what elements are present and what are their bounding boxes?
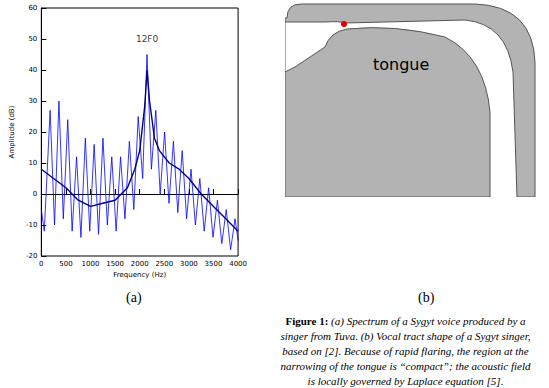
svg-text:1000: 1000 [82,260,100,268]
html-text:based on [2]. Because of rapid: based on [2]. Because of rapid flaring, … [282,345,529,357]
svg-text:20: 20 [28,128,37,136]
svg-text:-20: -20 [26,252,37,260]
svg-text:Amplitude (dB): Amplitude (dB) [8,105,16,158]
svg-text:tongue: tongue [373,55,429,74]
html-text:is locally governed by Laplace: is locally governed by Laplace equation … [307,375,504,387]
svg-text:10: 10 [28,159,37,167]
html-text:(b): (b) [418,290,435,305]
html-text:singer from Tuva. (b) Vocal tr: singer from Tuva. (b) Vocal tract shape … [280,330,531,342]
svg-text:12F0: 12F0 [136,34,159,44]
html-text:(a): (a) [126,290,142,305]
svg-text:3000: 3000 [180,260,198,268]
svg-text:4000: 4000 [229,260,247,268]
html-text:narrowing of the tongue is “co: narrowing of the tongue is “compact”; th… [280,360,531,372]
svg-text:30: 30 [28,97,37,105]
svg-text:-10: -10 [26,221,37,229]
html-text:Figure 1: (a) Spectrum of a Sy: Figure 1: (a) Spectrum of a Sygyt voice … [285,315,526,327]
svg-text:Frequency (Hz): Frequency (Hz) [113,271,166,279]
svg-text:0: 0 [33,190,37,198]
svg-text:60: 60 [28,4,37,12]
svg-text:3500: 3500 [205,260,223,268]
svg-text:1500: 1500 [106,260,124,268]
svg-text:0: 0 [39,260,43,268]
svg-text:40: 40 [28,66,37,74]
svg-text:2000: 2000 [131,260,149,268]
svg-text:500: 500 [59,260,72,268]
svg-text:2500: 2500 [155,260,173,268]
svg-text:50: 50 [28,35,37,43]
